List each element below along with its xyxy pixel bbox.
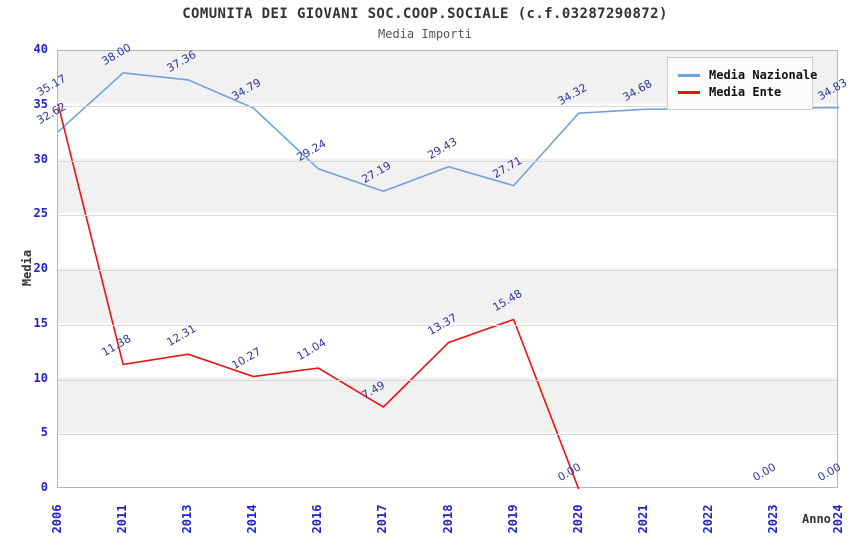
legend: Media Nazionale Media Ente xyxy=(667,57,817,110)
legend-line-swatch xyxy=(678,90,700,94)
x-tick-label: 2024 xyxy=(831,504,845,534)
legend-item: Media Nazionale xyxy=(678,68,817,82)
x-tick-label: 2020 xyxy=(570,504,585,534)
y-tick-label: 25 xyxy=(33,206,48,221)
x-tick-label: 2022 xyxy=(700,504,715,534)
y-tick-label: 15 xyxy=(33,315,48,330)
x-tick-label: 2016 xyxy=(310,504,325,534)
y-tick-label: 40 xyxy=(33,42,48,56)
y-tick-label: 10 xyxy=(33,370,48,385)
gridline xyxy=(58,215,837,217)
legend-item-label: Media Nazionale xyxy=(709,68,818,82)
x-tick-label: 2006 xyxy=(50,504,64,534)
gridline xyxy=(58,270,837,271)
y-tick-label: 35 xyxy=(33,96,48,111)
x-tick-label: 2013 xyxy=(180,504,195,534)
x-axis-title: Anno xyxy=(802,512,831,526)
gridline xyxy=(58,434,837,436)
y-tick-label: 20 xyxy=(33,261,48,275)
gridline xyxy=(58,160,837,162)
x-tick-label: 2017 xyxy=(375,504,390,534)
y-tick-label: 5 xyxy=(40,425,48,440)
gridline xyxy=(58,379,837,381)
x-tick-label: 2018 xyxy=(440,504,455,534)
series-line-media-ente xyxy=(57,103,580,490)
x-tick-label: 2014 xyxy=(245,504,260,534)
legend-item: Media Ente xyxy=(678,85,802,99)
chart-subtitle: Media Importi xyxy=(378,27,472,41)
y-tick-label: 30 xyxy=(33,151,48,166)
x-tick-label: 2011 xyxy=(115,504,130,534)
legend-item-label: Media Ente xyxy=(709,85,782,99)
legend-line-swatch xyxy=(678,73,700,77)
gridline xyxy=(58,324,837,326)
gridline xyxy=(58,105,837,107)
x-tick-label: 2019 xyxy=(505,504,520,534)
plot-area xyxy=(57,50,840,490)
x-tick-label: 2021 xyxy=(635,504,650,534)
chart-title: COMUNITA DEI GIOVANI SOC.COOP.SOCIALE (c… xyxy=(182,6,668,22)
x-tick-label: 2023 xyxy=(765,504,780,534)
y-tick-label: 0 xyxy=(40,480,48,494)
